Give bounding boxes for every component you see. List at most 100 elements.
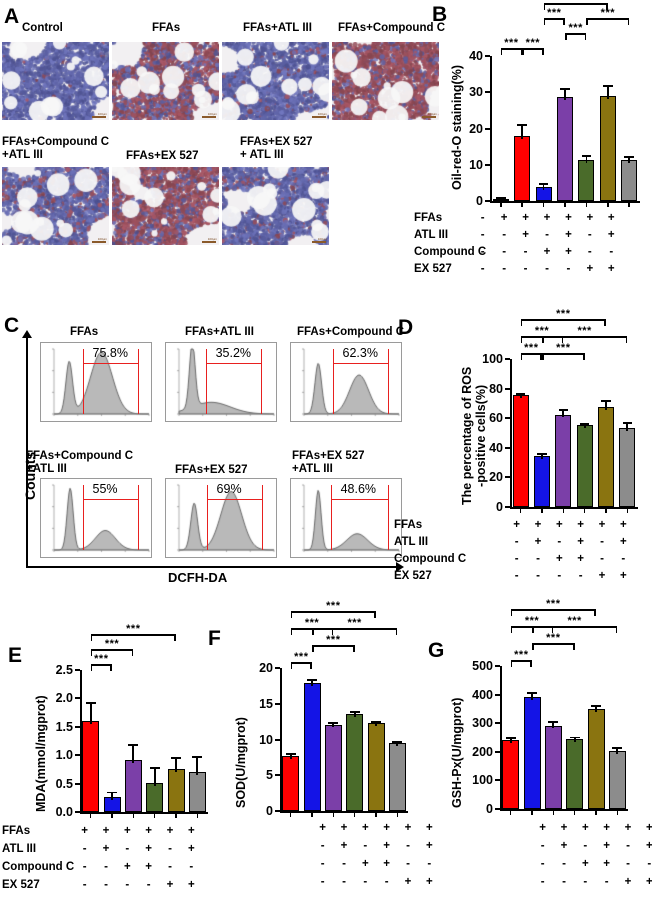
scale-bar-label: 100μm <box>317 237 327 241</box>
y-tick <box>275 702 280 705</box>
micrograph-image: 100μm <box>222 167 329 245</box>
error-bar-cap <box>170 757 182 760</box>
condition-row: ATL III - + - + - + <box>394 536 644 553</box>
y-axis-title: MDA(mmol/mgprot) <box>34 695 48 812</box>
x-tick <box>132 813 135 818</box>
micrograph-title: FFAs+EX 527 <box>126 150 199 162</box>
micrograph-image: 100μm <box>112 42 219 120</box>
error-bar <box>605 399 607 410</box>
y-tick <box>75 669 80 671</box>
y-tick <box>495 693 500 696</box>
condition-value: + <box>81 825 89 837</box>
condition-value: - <box>587 229 592 241</box>
condition-value: - <box>125 879 130 891</box>
error-bar-cap <box>106 791 118 794</box>
condition-value: - <box>406 840 410 852</box>
x-tick <box>396 812 399 817</box>
y-tick-label: 80 <box>489 381 503 396</box>
condition-row: FFAs++++++ <box>460 822 652 840</box>
bar <box>544 725 562 809</box>
gate-line-right <box>387 349 389 414</box>
error-bar <box>289 752 292 759</box>
bar <box>146 783 164 812</box>
condition-value: - <box>502 246 507 258</box>
micrograph-title: FFAs+ATL III <box>243 22 312 34</box>
bracket-line <box>586 18 630 20</box>
condition-row-label: ATL III <box>394 536 429 548</box>
significance-stars: *** <box>525 37 541 49</box>
condition-row: FFAs++++++ <box>394 519 644 536</box>
condition-value: + <box>404 876 412 888</box>
y-tick <box>505 476 510 479</box>
condition-value: - <box>480 263 485 275</box>
y-axis-title: GSH-Px(U/mgprot) <box>450 697 464 808</box>
bracket-leg <box>374 611 376 618</box>
error-bar-cap <box>128 744 139 747</box>
gate-line-right <box>261 485 263 550</box>
condition-row: ATL III - - + - + - + <box>414 229 644 246</box>
condition-value: - <box>557 570 562 582</box>
bar <box>621 160 638 201</box>
flow-panel-title: FFAs <box>70 326 99 338</box>
y-axis-title: SOD(U/mgprot) <box>234 717 248 808</box>
bar <box>514 135 531 201</box>
bar <box>576 424 593 507</box>
y-tick <box>275 774 280 777</box>
y-axis <box>510 359 512 508</box>
bracket-leg <box>594 609 596 616</box>
error-bar <box>583 423 586 428</box>
condition-row: EX 527 - - - - + + <box>2 879 232 897</box>
condition-row-label: FFAs <box>414 212 443 224</box>
error-bar-cap <box>601 399 611 402</box>
condition-value: - <box>342 876 346 888</box>
bar <box>555 414 572 507</box>
error-bar-cap <box>517 124 527 126</box>
error-bar <box>111 791 113 801</box>
x-tick <box>585 202 588 207</box>
bracket-line <box>542 353 585 355</box>
condition-value: + <box>543 212 551 224</box>
condition-row: Compound C--++-- <box>240 858 440 876</box>
micrograph-title: + ATL III <box>240 149 284 161</box>
x-tick <box>542 202 545 207</box>
y-axis <box>80 670 82 813</box>
panel-letter-g: G <box>428 639 445 662</box>
condition-value: + <box>404 822 412 834</box>
condition-value: - <box>536 553 540 565</box>
significance-stars: *** <box>94 653 109 665</box>
bracket-leg <box>520 319 523 326</box>
bracket-leg <box>131 649 134 656</box>
error-bar <box>353 710 356 718</box>
error-bar-cap <box>560 87 570 90</box>
error-bar <box>542 182 545 190</box>
bracket-line <box>542 336 628 338</box>
bracket-line <box>543 18 565 20</box>
condition-row: Compound C--++-- <box>2 861 232 879</box>
significance-stars: *** <box>326 634 341 646</box>
scale-bar <box>422 116 436 118</box>
condition-value: - <box>168 861 172 873</box>
bracket-line <box>90 664 112 666</box>
condition-value: - <box>540 840 545 852</box>
condition-value: - <box>363 840 368 852</box>
x-tick <box>564 202 566 207</box>
y-tick-label: 300 <box>472 716 493 731</box>
error-bar-cap <box>306 679 318 682</box>
condition-value: - <box>647 858 652 870</box>
condition-value: + <box>619 519 627 531</box>
scale-bar-label: 100μm <box>97 237 107 241</box>
condition-value: + <box>603 840 611 852</box>
counts-axis-label: Counts <box>22 451 38 500</box>
x-tick <box>607 202 609 207</box>
micrograph-title: FFAs+Compound C <box>338 22 446 34</box>
bracket-line <box>522 48 544 50</box>
bracket-leg <box>584 33 587 40</box>
bracket-leg <box>543 3 546 10</box>
bracket-leg <box>604 319 606 326</box>
micrograph-title: FFAs <box>152 22 181 34</box>
y-tick-label: 500 <box>472 659 493 673</box>
condition-value: + <box>534 519 542 531</box>
condition-value: + <box>577 536 585 548</box>
condition-value: + <box>187 825 195 837</box>
condition-value: - <box>536 570 540 582</box>
